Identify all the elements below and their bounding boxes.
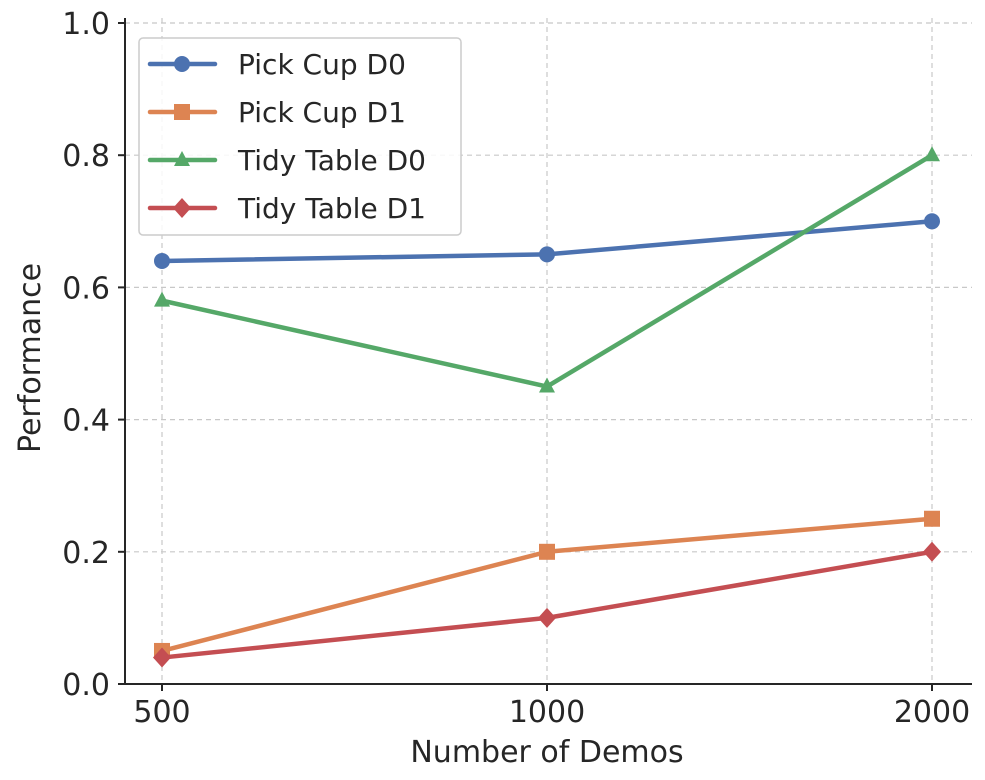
- data-point: [924, 146, 940, 162]
- data-point: [924, 213, 940, 230]
- tick-labels: 0.0 0.2 0.4 0.6 0.8 1.0 500 1000 2000: [62, 7, 970, 730]
- data-point: [154, 291, 170, 307]
- legend-label: Pick Cup D1: [238, 96, 406, 129]
- data-point: [539, 377, 555, 393]
- legend-entry: Pick Cup D0: [147, 48, 406, 81]
- y-tick-label: 0.2: [62, 536, 110, 571]
- legend-marker: [174, 56, 190, 72]
- data-point: [923, 541, 941, 562]
- data-point: [539, 543, 555, 560]
- legend-frame: [138, 37, 462, 236]
- legend-entry: Tidy Table D0: [147, 144, 426, 177]
- data-point: [538, 607, 556, 628]
- series-tidy-table-d1: [153, 541, 941, 668]
- legend-entry: Pick Cup D1: [147, 96, 406, 129]
- legend-entry: Tidy Table D1: [147, 192, 426, 225]
- x-tick-label: 2000: [894, 695, 970, 730]
- data-point: [924, 510, 940, 527]
- legend-label: Pick Cup D0: [238, 48, 406, 81]
- x-axis-label: Number of Demos: [410, 735, 683, 770]
- legend-marker: [174, 151, 190, 166]
- x-tick-label: 1000: [509, 695, 585, 730]
- legend-label: Tidy Table D0: [237, 144, 426, 177]
- data-point: [154, 252, 170, 269]
- y-tick-label: 0.6: [62, 271, 110, 306]
- series-layer: [153, 146, 941, 668]
- y-tick-label: 0.8: [62, 139, 110, 174]
- y-tick-label: 0.0: [62, 668, 110, 703]
- y-tick-label: 1.0: [62, 7, 110, 42]
- legend-label: Tidy Table D1: [237, 192, 426, 225]
- data-point: [539, 246, 555, 263]
- y-tick-label: 0.4: [62, 404, 110, 439]
- data-point: [153, 647, 171, 668]
- legend-marker: [173, 198, 191, 218]
- legend-marker: [174, 104, 190, 120]
- y-axis-label: Performance: [13, 263, 48, 453]
- x-tick-label: 500: [133, 695, 190, 730]
- legend: Pick Cup D0 Pick Cup D1 Tidy Table D0 Tidy …: [138, 37, 462, 236]
- series-tidy-table-d0: [154, 146, 940, 393]
